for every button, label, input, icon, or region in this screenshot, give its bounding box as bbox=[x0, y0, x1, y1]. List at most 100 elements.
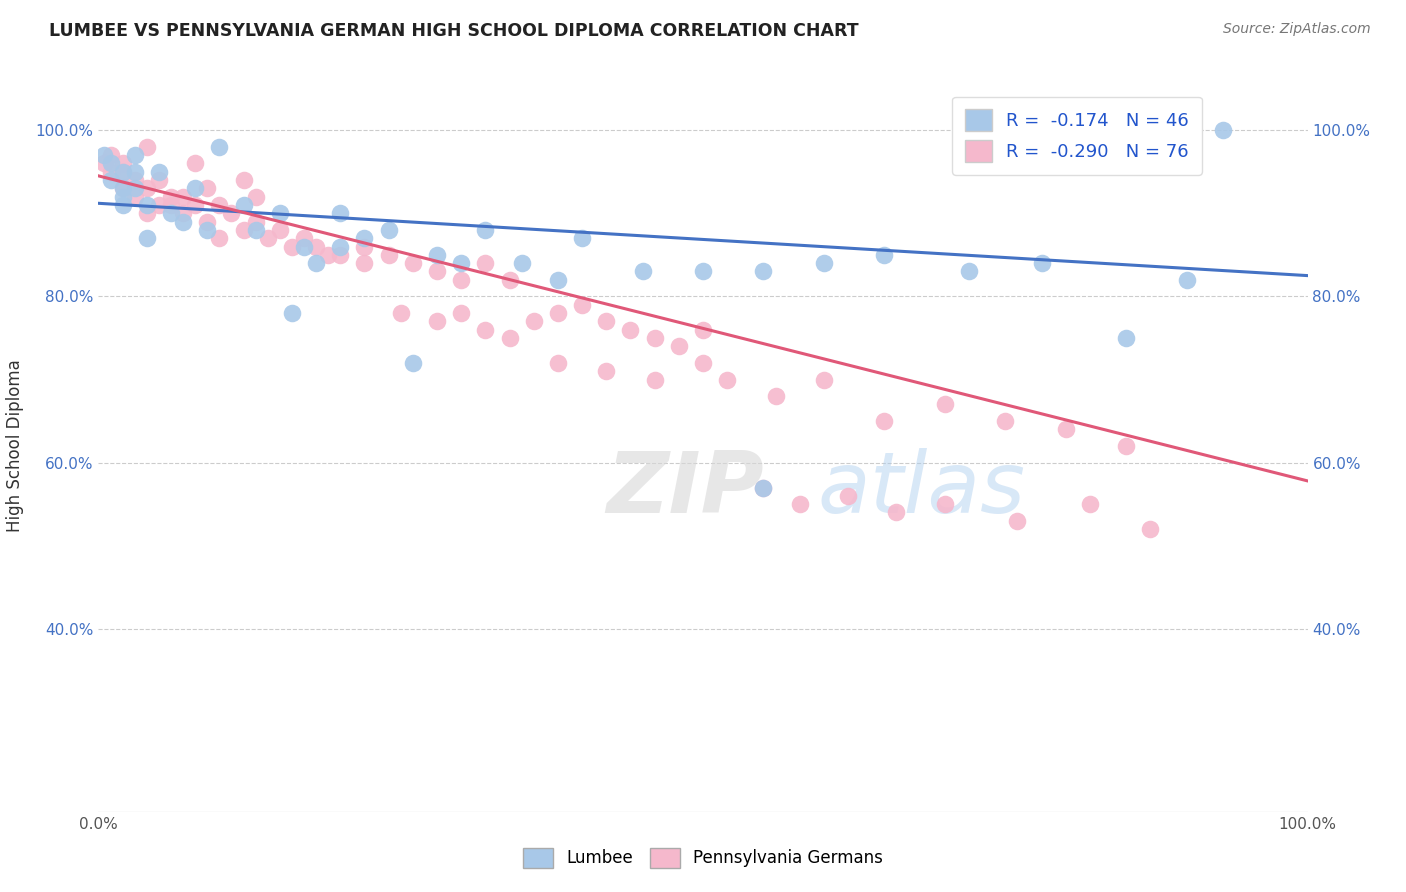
Text: Source: ZipAtlas.com: Source: ZipAtlas.com bbox=[1223, 22, 1371, 37]
Point bbox=[510, 256, 533, 270]
Point bbox=[93, 156, 115, 170]
Y-axis label: High School Diploma: High School Diploma bbox=[7, 359, 24, 533]
Point bbox=[232, 223, 254, 237]
Point bbox=[886, 506, 908, 520]
Point bbox=[221, 206, 243, 220]
Point bbox=[353, 231, 375, 245]
Point bbox=[245, 214, 267, 228]
Point bbox=[716, 372, 738, 386]
Point bbox=[124, 165, 146, 179]
Point bbox=[124, 173, 146, 187]
Point bbox=[1007, 514, 1029, 528]
Point bbox=[111, 181, 134, 195]
Point bbox=[644, 331, 666, 345]
Point bbox=[148, 165, 170, 179]
Point bbox=[450, 306, 472, 320]
Point bbox=[934, 497, 956, 511]
Legend: R =  -0.174   N = 46, R =  -0.290   N = 76: R = -0.174 N = 46, R = -0.290 N = 76 bbox=[952, 96, 1202, 175]
Point bbox=[281, 239, 304, 253]
Point bbox=[316, 248, 339, 262]
Point bbox=[305, 239, 328, 253]
Point bbox=[124, 181, 146, 195]
Point bbox=[1078, 497, 1101, 511]
Text: LUMBEE VS PENNSYLVANIA GERMAN HIGH SCHOOL DIPLOMA CORRELATION CHART: LUMBEE VS PENNSYLVANIA GERMAN HIGH SCHOO… bbox=[49, 22, 859, 40]
Point bbox=[571, 298, 593, 312]
Point bbox=[269, 206, 291, 220]
Point bbox=[692, 264, 714, 278]
Point bbox=[245, 223, 267, 237]
Point bbox=[172, 206, 194, 220]
Point bbox=[195, 223, 218, 237]
Point bbox=[1054, 422, 1077, 436]
Point bbox=[752, 481, 775, 495]
Point bbox=[571, 231, 593, 245]
Point bbox=[426, 264, 449, 278]
Point bbox=[498, 273, 520, 287]
Point bbox=[195, 181, 218, 195]
Point bbox=[547, 306, 569, 320]
Point bbox=[547, 273, 569, 287]
Text: ZIP: ZIP bbox=[606, 449, 763, 532]
Point bbox=[377, 223, 399, 237]
Point bbox=[619, 323, 641, 337]
Point bbox=[692, 356, 714, 370]
Point bbox=[873, 414, 896, 428]
Point bbox=[93, 148, 115, 162]
Point bbox=[281, 306, 304, 320]
Point bbox=[934, 397, 956, 411]
Point bbox=[1175, 273, 1198, 287]
Point bbox=[353, 256, 375, 270]
Point bbox=[245, 189, 267, 203]
Point bbox=[644, 372, 666, 386]
Point bbox=[1031, 256, 1053, 270]
Point bbox=[1212, 123, 1234, 137]
Point bbox=[111, 156, 134, 170]
Point bbox=[135, 198, 157, 212]
Point bbox=[402, 356, 425, 370]
Point bbox=[184, 156, 207, 170]
Point bbox=[631, 264, 654, 278]
Point bbox=[426, 248, 449, 262]
Point bbox=[752, 264, 775, 278]
Point bbox=[208, 198, 231, 212]
Point bbox=[208, 231, 231, 245]
Point bbox=[523, 314, 546, 328]
Text: atlas: atlas bbox=[818, 449, 1026, 532]
Point bbox=[837, 489, 859, 503]
Point bbox=[595, 364, 617, 378]
Point bbox=[595, 314, 617, 328]
Legend: Lumbee, Pennsylvania Germans: Lumbee, Pennsylvania Germans bbox=[516, 841, 890, 875]
Point bbox=[111, 181, 134, 195]
Point bbox=[111, 189, 134, 203]
Point bbox=[195, 214, 218, 228]
Point bbox=[474, 256, 496, 270]
Point bbox=[208, 140, 231, 154]
Point bbox=[668, 339, 690, 353]
Point bbox=[329, 206, 352, 220]
Point bbox=[100, 165, 122, 179]
Point bbox=[292, 231, 315, 245]
Point bbox=[994, 414, 1017, 428]
Point bbox=[232, 173, 254, 187]
Point bbox=[329, 248, 352, 262]
Point bbox=[474, 323, 496, 337]
Point bbox=[789, 497, 811, 511]
Point bbox=[269, 223, 291, 237]
Point bbox=[124, 189, 146, 203]
Point bbox=[100, 173, 122, 187]
Point bbox=[402, 256, 425, 270]
Point bbox=[426, 314, 449, 328]
Point bbox=[329, 239, 352, 253]
Point bbox=[1139, 522, 1161, 536]
Point bbox=[256, 231, 278, 245]
Point bbox=[377, 248, 399, 262]
Point bbox=[135, 140, 157, 154]
Point bbox=[292, 239, 315, 253]
Point bbox=[765, 389, 787, 403]
Point bbox=[172, 214, 194, 228]
Point bbox=[474, 223, 496, 237]
Point bbox=[450, 273, 472, 287]
Point bbox=[100, 148, 122, 162]
Point bbox=[813, 256, 835, 270]
Point bbox=[135, 231, 157, 245]
